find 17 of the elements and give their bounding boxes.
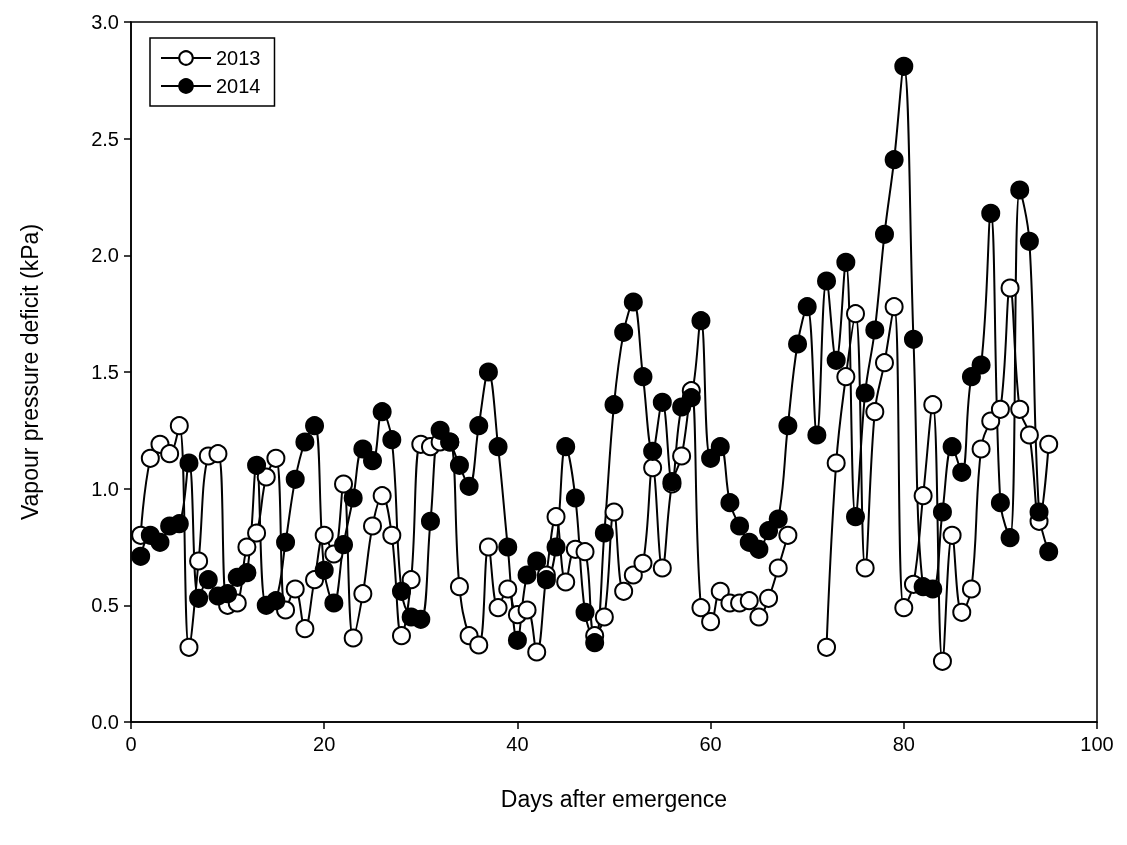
y-tick-label: 2.5 [91, 127, 119, 150]
x-tick-label: 40 [506, 733, 529, 755]
y-tick-label: 0.5 [91, 594, 119, 617]
y-tick-label: 2.0 [91, 244, 119, 267]
y-tick-label: 0.0 [91, 711, 119, 733]
x-tick-label: 100 [1080, 733, 1114, 755]
x-axis-title: Days after emergence [500, 785, 728, 812]
y-tick-label: 3.0 [91, 11, 119, 33]
y-tick-label: 1.0 [91, 477, 119, 500]
x-tick-label: 0 [125, 733, 137, 755]
legend-label: 2013 [216, 47, 261, 69]
y-tick-label: 1.5 [91, 361, 119, 383]
legend-label: 2014 [216, 75, 261, 97]
x-tick-label: 20 [313, 733, 336, 755]
y-axis-title: Vapour pressure deficit (kPa) [16, 223, 43, 521]
x-tick-label: 60 [699, 733, 722, 755]
x-tick-label: 80 [892, 733, 915, 755]
